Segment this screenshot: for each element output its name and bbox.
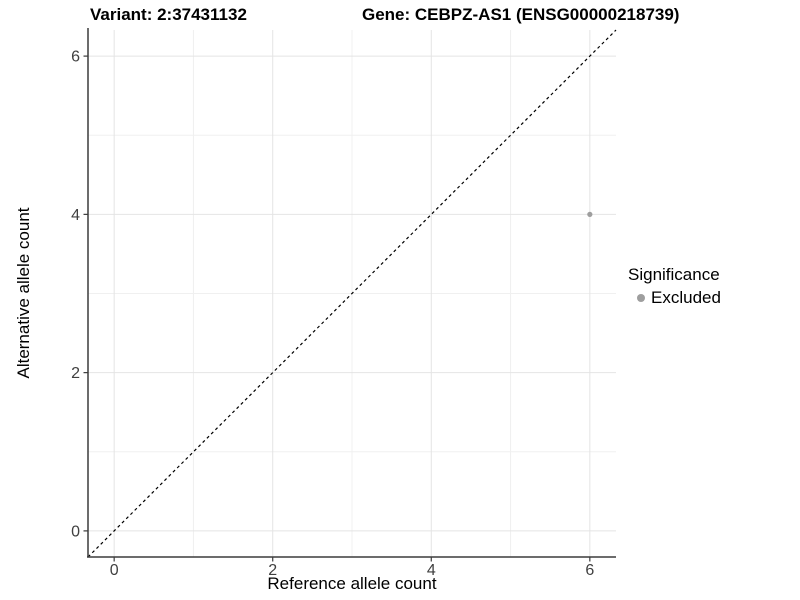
variant-title: Variant: 2:37431132	[90, 5, 247, 24]
x-axis-title: Reference allele count	[267, 574, 437, 593]
y-tick-label: 6	[71, 49, 80, 66]
x-tick-label: 6	[585, 562, 594, 579]
gene-title: Gene: CEBPZ-AS1 (ENSG00000218739)	[362, 5, 680, 24]
y-tick-label: 4	[71, 207, 80, 224]
legend-title: Significance	[628, 265, 720, 284]
legend: Significance Excluded	[628, 265, 721, 308]
x-tick-label: 2	[268, 562, 277, 579]
y-axis-title: Alternative allele count	[14, 207, 33, 379]
excluded-dot-icon	[637, 294, 645, 302]
identity-line	[87, 29, 617, 558]
legend-item-label: Excluded	[651, 288, 721, 307]
y-tick-label: 2	[71, 365, 80, 382]
data-point	[587, 211, 593, 217]
x-tick-label: 0	[110, 562, 119, 579]
legend-item-excluded: Excluded	[637, 288, 721, 308]
x-tick-label: 4	[427, 562, 436, 579]
y-tick-label: 0	[71, 523, 80, 540]
